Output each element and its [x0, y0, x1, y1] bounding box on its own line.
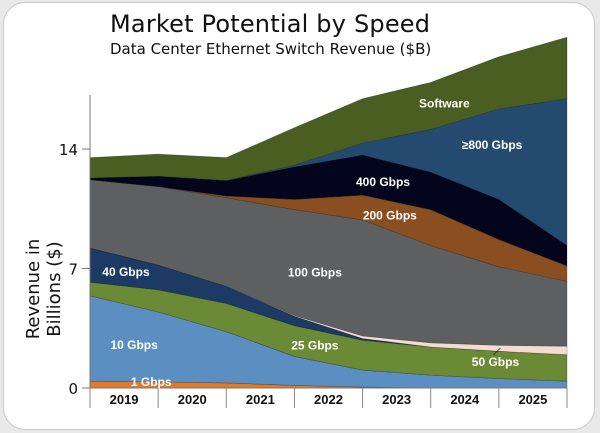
x-tick-label: 2021	[246, 392, 275, 407]
series-labels: 1 Gbps 10 Gbps 25 Gbps 40 Gbps 50 Gbps 100 Gb…	[102, 97, 522, 389]
label-800-gbps: ≥800 Gbps	[462, 138, 523, 152]
area-layers	[89, 36, 568, 389]
y-tick-label: 14	[59, 141, 78, 159]
x-tick-label: 2024	[450, 392, 480, 407]
x-tick-label: 2019	[110, 392, 139, 407]
y-tick-label: 7	[68, 261, 78, 279]
label-25-gbps: 25 Gbps	[291, 338, 339, 352]
axes: 0 7 14 2019 2020 2021 2022 2023 2024 2025	[59, 95, 568, 408]
x-tick-label: 2023	[382, 392, 411, 407]
y-tick-label: 0	[68, 380, 78, 398]
x-tick-label: 2025	[518, 392, 547, 407]
label-10-gbps: 10 Gbps	[110, 338, 158, 352]
label-100-gbps: 100 Gbps	[288, 266, 342, 280]
label-leader-line	[493, 347, 501, 356]
label-1-gbps: 1 Gbps	[131, 375, 172, 389]
label-400-gbps: 400 Gbps	[356, 175, 410, 189]
label-50-gbps: 50 Gbps	[472, 355, 520, 369]
area-800-gbps	[89, 98, 568, 247]
x-tick-label: 2020	[178, 392, 207, 407]
chart-title: Market Potential by Speed	[110, 10, 431, 38]
label-200-gbps: 200 Gbps	[363, 209, 417, 223]
label-software: Software	[419, 97, 470, 111]
area-400-gbps	[89, 154, 568, 267]
area-software	[89, 36, 568, 181]
x-tick-label: 2022	[314, 392, 343, 407]
chart-subtitle: Data Center Ethernet Switch Revenue ($B)	[110, 40, 432, 58]
label-40-gbps: 40 Gbps	[102, 265, 150, 279]
